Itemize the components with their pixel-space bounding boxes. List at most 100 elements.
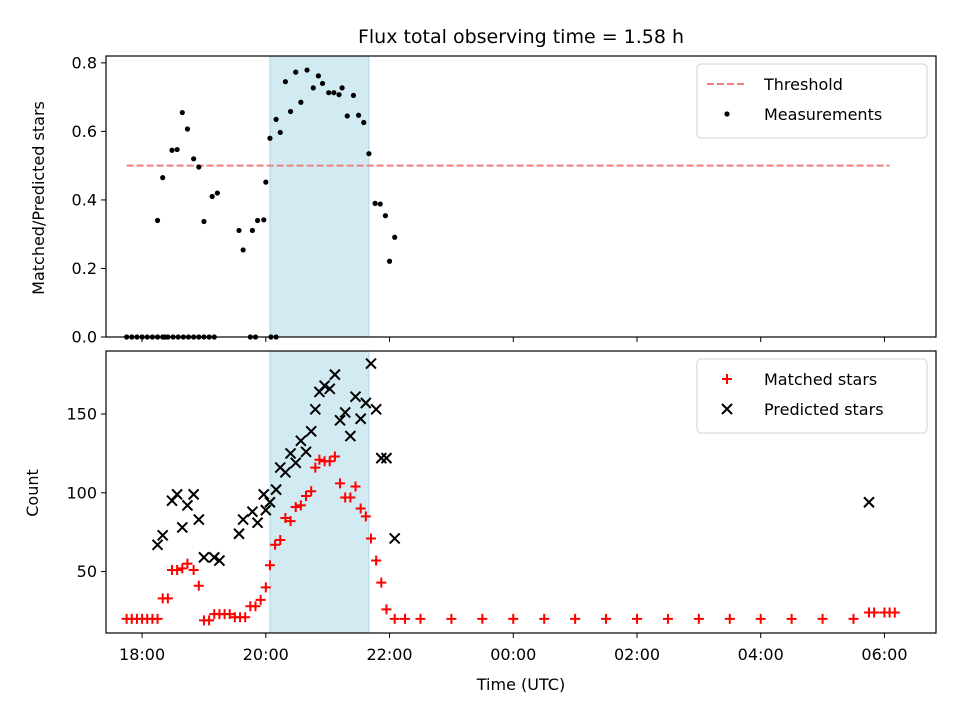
predicted-stars-point [300, 446, 312, 458]
measurement-point [361, 119, 367, 126]
matched-stars-point [240, 612, 251, 623]
legend-matched-stars-swatch [722, 374, 732, 384]
predicted-stars-point [375, 452, 387, 464]
matched-stars-point [360, 511, 371, 522]
matched-stars-point [224, 609, 235, 620]
predicted-stars-point [370, 403, 382, 415]
top-y-tick-label: 0.6 [72, 122, 97, 141]
matched-stars-point [280, 512, 291, 523]
matched-stars-point [335, 478, 346, 489]
predicted-stars-point [270, 483, 282, 496]
measurement-point [174, 146, 180, 153]
measurement-point [293, 69, 299, 75]
matched-stars-point [350, 481, 361, 492]
predicted-stars-point [344, 430, 357, 442]
x-axis-label: Time (UTC) [476, 675, 565, 694]
matched-stars-point [365, 533, 376, 544]
bottom-series-layer [121, 357, 900, 626]
bottom-legend: Matched stars Predicted stars [696, 358, 928, 434]
predicted-stars-point [365, 357, 377, 370]
measurement-point [236, 227, 242, 234]
measurement-point [240, 247, 246, 253]
matched-stars-point [306, 486, 317, 497]
matched-stars-point [270, 539, 281, 550]
top-y-tick-label: 0.8 [72, 53, 97, 72]
predicted-stars-point [260, 504, 272, 516]
matched-stars-point [275, 535, 286, 546]
x-tick-label: 06:00 [861, 645, 907, 664]
matched-stars-point [786, 613, 797, 624]
measurement-point [315, 73, 321, 79]
matched-stars-point [345, 492, 356, 503]
matched-stars-point [314, 454, 325, 465]
measurement-point [319, 80, 326, 87]
measurement-point [154, 217, 161, 224]
measurement-point [336, 92, 342, 98]
predicted-stars-point [305, 425, 317, 438]
measurement-point [326, 90, 332, 96]
matched-stars-point [177, 563, 188, 574]
matched-stars-point [188, 564, 199, 575]
predicted-stars-point [176, 521, 189, 534]
bottom-axes-frame [105, 350, 937, 634]
predicted-stars-point [233, 528, 245, 540]
matched-stars-point [631, 613, 642, 624]
matched-stars-point [693, 613, 704, 624]
predicted-stars-point [380, 452, 393, 464]
matched-stars-point [285, 516, 296, 527]
top-y-tick-label: 0.2 [72, 259, 97, 278]
matched-stars-point [539, 613, 550, 624]
predicted-stars-point [284, 447, 297, 460]
predicted-stars-point [264, 496, 276, 508]
matched-stars-point [570, 613, 581, 624]
predicted-stars-point [181, 499, 194, 512]
measurement-point [298, 99, 304, 105]
matched-stars-point [162, 593, 173, 604]
predicted-stars-point [171, 488, 183, 501]
predicted-stars-point [318, 379, 331, 392]
top-legend-box [696, 63, 928, 139]
measurement-point [191, 156, 197, 162]
x-tick-label: 18:00 [119, 645, 165, 664]
predicted-stars-point [193, 513, 205, 526]
predicted-stars-point [329, 368, 341, 381]
measurement-point [201, 218, 207, 225]
measurement-point [249, 227, 256, 234]
matched-stars-point [193, 580, 204, 591]
measurement-point [160, 175, 166, 181]
predicted-stars-point [309, 403, 322, 415]
legend-measurements-swatch [724, 111, 730, 117]
matched-stars-point [889, 607, 900, 618]
matched-stars-point [329, 451, 340, 462]
measurement-point [331, 90, 337, 96]
predicted-stars-point [237, 513, 249, 526]
predicted-stars-point [208, 551, 220, 564]
matched-stars-point [389, 613, 400, 624]
predicted-stars-point [863, 496, 875, 508]
measurement-point [287, 108, 294, 115]
predicted-stars-point [157, 529, 169, 542]
measurement-point [356, 112, 362, 118]
predicted-stars-point [258, 488, 270, 501]
matched-stars-point [310, 462, 321, 473]
top-axes-frame [105, 55, 937, 338]
legend-label: Predicted stars [764, 400, 884, 419]
matched-stars-point [508, 613, 519, 624]
top-y-tick-label: 0.0 [72, 328, 97, 347]
matched-stars-point [848, 613, 859, 624]
matched-stars-point [400, 613, 411, 624]
measurement-point [263, 179, 269, 185]
matched-stars-point [295, 500, 306, 511]
measurement-point [372, 200, 378, 206]
predicted-stars-point [187, 488, 200, 501]
measurement-point [339, 85, 345, 91]
top-y-axis-label: Matched/Predicted stars [29, 101, 48, 295]
predicted-stars-point [151, 539, 164, 551]
matched-stars-point [662, 613, 673, 624]
predicted-stars-point [324, 383, 336, 395]
measurement-point [169, 147, 175, 153]
measurement-point [344, 113, 350, 119]
measurement-point [179, 109, 185, 116]
matched-stars-point [381, 604, 392, 615]
measurement-point [377, 201, 383, 207]
